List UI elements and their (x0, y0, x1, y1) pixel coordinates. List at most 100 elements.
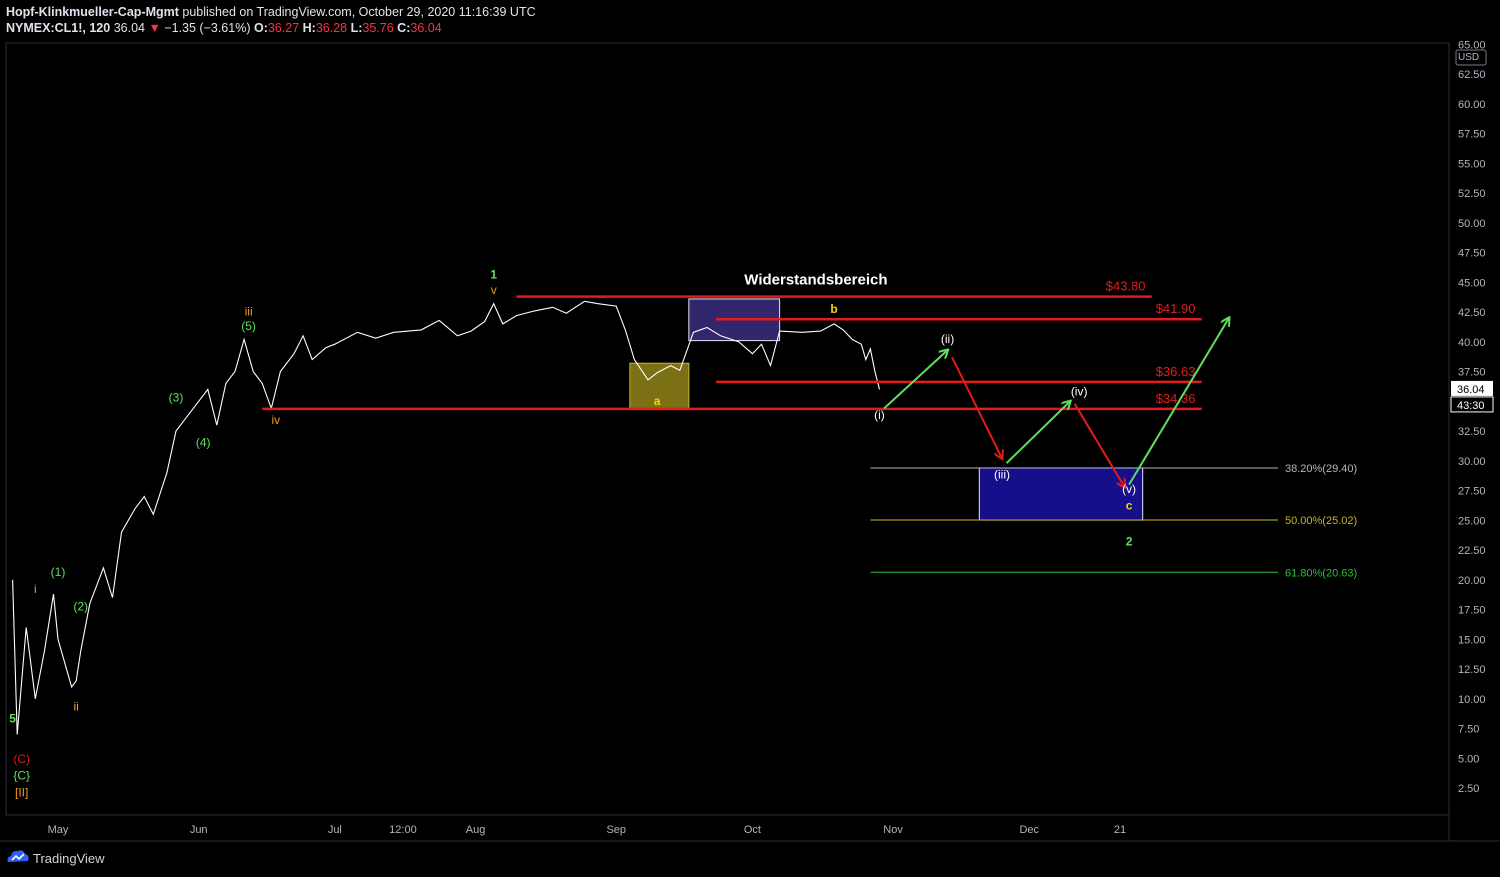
wave-label: (v) (1122, 482, 1136, 496)
tradingview-cloud-icon[interactable] (6, 848, 30, 866)
currency-label: USD (1458, 52, 1479, 63)
resistance-label: $34.36 (1156, 391, 1196, 406)
y-tick-label: 2.50 (1458, 783, 1479, 795)
y-tick-label: 12.50 (1458, 664, 1486, 676)
x-tick-label: Jul (328, 824, 342, 836)
wave-label: (2) (73, 600, 88, 614)
y-tick-label: 55.00 (1458, 158, 1486, 170)
projection-arrow (1128, 318, 1229, 486)
wave-label: (1) (51, 565, 66, 579)
y-tick-label: 62.50 (1458, 69, 1486, 81)
close-label: C: (397, 21, 411, 35)
box-target (978, 467, 1144, 521)
y-tick-label: 52.50 (1458, 188, 1486, 200)
wave-label: iv (272, 413, 281, 427)
resistance-label: $41.90 (1156, 301, 1196, 316)
change-down-icon: ▼ (148, 21, 161, 35)
fib-level-label: 50.00%(25.02) (1285, 515, 1357, 527)
resistance-title: Widerstandsbereich (744, 272, 887, 289)
wave-label: (iii) (994, 468, 1010, 482)
footer: TradingView (6, 848, 105, 872)
last-price-badge-label: 36.04 (1457, 384, 1485, 396)
open-label: O: (253, 21, 268, 35)
y-tick-label: 45.00 (1458, 277, 1486, 289)
ohlc-legend: NYMEX:CL1!, 120 36.04 ▼ −1.35 (−3.61%) O… (6, 21, 442, 35)
wave-label: 1 (490, 268, 497, 282)
wave-label: (4) (196, 436, 211, 450)
y-tick-label: 60.00 (1458, 99, 1486, 111)
price-line[interactable] (12, 300, 881, 735)
wave-label: c (1126, 499, 1133, 513)
resistance-label: $36.63 (1156, 364, 1196, 379)
price-change: −1.35 (−3.61%) (164, 21, 251, 35)
wave-label: ii (73, 700, 78, 714)
last-price: 36.04 (113, 21, 145, 35)
y-tick-label: 25.00 (1458, 515, 1486, 527)
wave-label: (C) (13, 752, 30, 766)
y-tick-label: 32.50 (1458, 426, 1486, 438)
wave-label: (5) (241, 319, 256, 333)
y-tick-label: 30.00 (1458, 456, 1486, 468)
y-tick-label: 50.00 (1458, 218, 1486, 230)
published-info: published on TradingView.com, October 29… (178, 5, 536, 19)
publisher-line: Hopf-Klinkmueller-Cap-Mgmt published on … (6, 5, 536, 19)
x-tick-label: Sep (606, 824, 626, 836)
x-tick-label: Oct (744, 824, 761, 836)
y-tick-label: 10.00 (1458, 694, 1486, 706)
y-tick-label: 27.50 (1458, 486, 1486, 498)
y-tick-label: 65.00 (1458, 39, 1486, 51)
y-tick-label: 57.50 (1458, 129, 1486, 141)
x-tick-label: Nov (883, 824, 903, 836)
plot-frame (5, 42, 1450, 816)
y-tick-label: 42.50 (1458, 307, 1486, 319)
resistance-label: $43.80 (1106, 279, 1146, 294)
wave-label: [II] (15, 785, 28, 799)
low-label: L: (350, 21, 363, 35)
x-tick-label: 12:00 (389, 824, 417, 836)
projection-arrow (951, 356, 1002, 458)
fib-level-label: 61.80%(20.63) (1285, 567, 1357, 579)
high-label: H: (302, 21, 316, 35)
projection-arrow (883, 350, 948, 410)
wave-label: 5 (9, 712, 16, 726)
projection-arrow (1005, 401, 1071, 464)
x-tick-label: 21 (1114, 824, 1126, 836)
wave-label: {C} (13, 769, 30, 783)
wave-label: (3) (169, 390, 184, 404)
wave-label: v (491, 283, 497, 297)
countdown-badge (1450, 396, 1494, 413)
high-value: 36.28 (315, 21, 348, 35)
wave-label: (ii) (941, 332, 954, 346)
y-tick-label: 7.50 (1458, 724, 1479, 736)
chart-header: Hopf-Klinkmueller-Cap-Mgmt published on … (6, 4, 1486, 40)
brand-label[interactable]: TradingView (33, 851, 105, 866)
countdown-badge-label: 43:30 (1457, 400, 1485, 412)
y-tick-label: 22.50 (1458, 545, 1486, 557)
wave-label: (iv) (1071, 384, 1088, 398)
fib-level-label: 38.20%(29.40) (1285, 463, 1357, 475)
projection-arrow (1073, 403, 1125, 487)
box-a-label: a (654, 394, 661, 408)
y-tick-label: 37.50 (1458, 367, 1486, 379)
x-tick-label: Dec (1019, 824, 1039, 836)
currency-box[interactable] (1455, 49, 1487, 66)
y-tick-label: 40.00 (1458, 337, 1486, 349)
close-value: 36.04 (410, 21, 442, 35)
last-price-badge (1451, 380, 1493, 396)
wave-label: iii (245, 305, 253, 319)
open-value: 36.27 (267, 21, 300, 35)
author-name[interactable]: Hopf-Klinkmueller-Cap-Mgmt (6, 5, 179, 19)
y-tick-label: 47.50 (1458, 248, 1486, 260)
symbol-label[interactable]: NYMEX:CL1!, 120 (6, 21, 111, 35)
y-tick-label: 17.50 (1458, 605, 1486, 617)
y-tick-label: 5.00 (1458, 753, 1479, 765)
y-tick-label: 15.00 (1458, 634, 1486, 646)
x-tick-label: May (48, 824, 69, 836)
x-tick-label: Jun (190, 824, 208, 836)
wave-label: (i) (874, 408, 885, 422)
y-tick-label: 20.00 (1458, 575, 1486, 587)
box-b-label: b (830, 302, 837, 316)
low-value: 35.76 (362, 21, 394, 35)
x-tick-label: Aug (466, 824, 486, 836)
